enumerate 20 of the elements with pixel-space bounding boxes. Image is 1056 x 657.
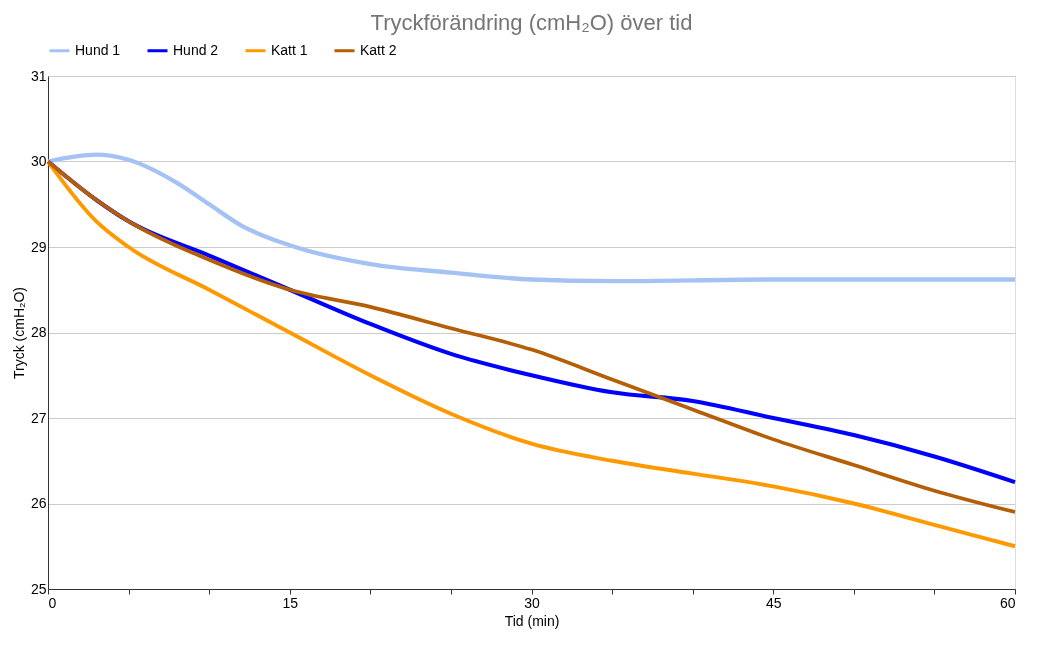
y-tick-label: 30 <box>30 153 47 169</box>
legend-label: Hund 2 <box>173 41 219 58</box>
x-tick-label: 45 <box>765 594 782 611</box>
line-series <box>45 152 1018 284</box>
y-tick-label: 25 <box>30 580 47 597</box>
x-tick-label: 0 <box>48 594 57 611</box>
x-tick-label: 15 <box>282 594 299 611</box>
legend-label: Katt 1 <box>271 41 308 58</box>
x-tick-label: 60 <box>999 594 1016 611</box>
x-tick-label: 30 <box>524 594 540 611</box>
legend-label: Katt 2 <box>360 41 397 58</box>
y-tick-label: 26 <box>30 495 47 511</box>
y-tick-label: 31 <box>30 67 47 84</box>
y-tick-label: 28 <box>30 324 47 340</box>
legend-label: Hund 1 <box>75 41 121 58</box>
chart-title: Tryckförändring (cmH₂O) över tid <box>370 10 693 35</box>
y-tick-label: 27 <box>30 409 47 426</box>
y-axis-title: Tryck (cmH₂O) <box>10 286 27 380</box>
x-axis-title: Tid (min) <box>504 612 560 629</box>
y-tick-label: 29 <box>30 238 47 255</box>
